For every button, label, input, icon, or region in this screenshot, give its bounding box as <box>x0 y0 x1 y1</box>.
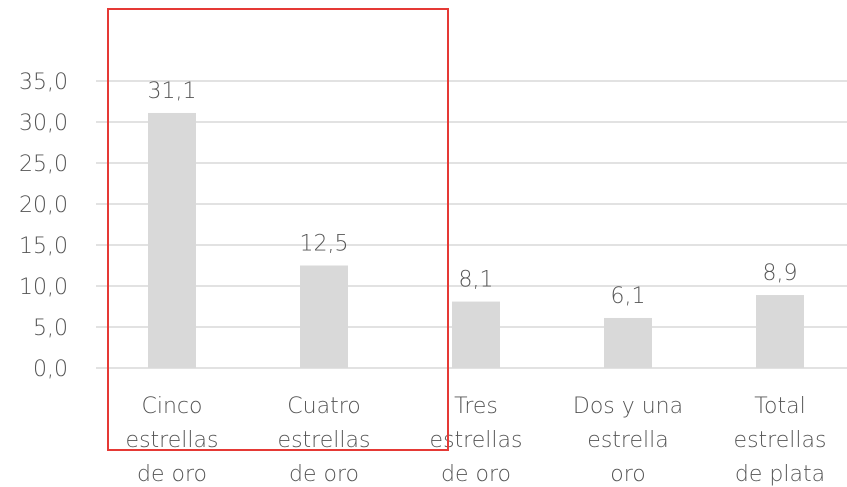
bar <box>300 265 348 368</box>
y-tick-label: 15,0 <box>19 234 68 259</box>
bars <box>148 112 804 368</box>
y-tick-label: 25,0 <box>19 152 68 177</box>
data-label: 12,5 <box>300 232 349 257</box>
category-label: Cinco estrellas de oro <box>126 394 219 487</box>
highlight-layer <box>107 8 449 451</box>
y-tick-label: 5,0 <box>33 316 68 341</box>
bar <box>756 295 804 368</box>
data-labels: 31,1 12,5 8,1 6,1 8,9 <box>148 79 798 309</box>
y-tick-label: 35,0 <box>19 70 68 95</box>
y-axis-tick-labels: 0,0 5,0 10,0 15,0 20,0 25,0 30,0 35,0 <box>19 70 68 382</box>
data-label: 8,1 <box>459 268 494 293</box>
y-tick-label: 20,0 <box>19 193 68 218</box>
data-label: 8,9 <box>763 261 798 286</box>
bar <box>148 112 196 368</box>
bar <box>452 301 500 368</box>
data-label: 6,1 <box>611 284 646 309</box>
y-tick-label: 10,0 <box>19 275 68 300</box>
data-label: 31,1 <box>148 79 197 104</box>
y-tick-label: 0,0 <box>33 357 68 382</box>
category-label: Tres estrellas de oro <box>430 394 523 487</box>
category-label: Cuatro estrellas de oro <box>278 394 371 487</box>
y-tick-label: 30,0 <box>19 111 68 136</box>
bar <box>604 317 652 368</box>
highlight-box <box>107 8 449 451</box>
category-labels: Cinco estrellas de oro Cuatro estrellas de or… <box>126 394 827 487</box>
category-label: Total estrellas de plata <box>734 394 827 487</box>
gridlines <box>96 80 847 369</box>
category-label: Dos y una estrella oro <box>573 394 683 487</box>
